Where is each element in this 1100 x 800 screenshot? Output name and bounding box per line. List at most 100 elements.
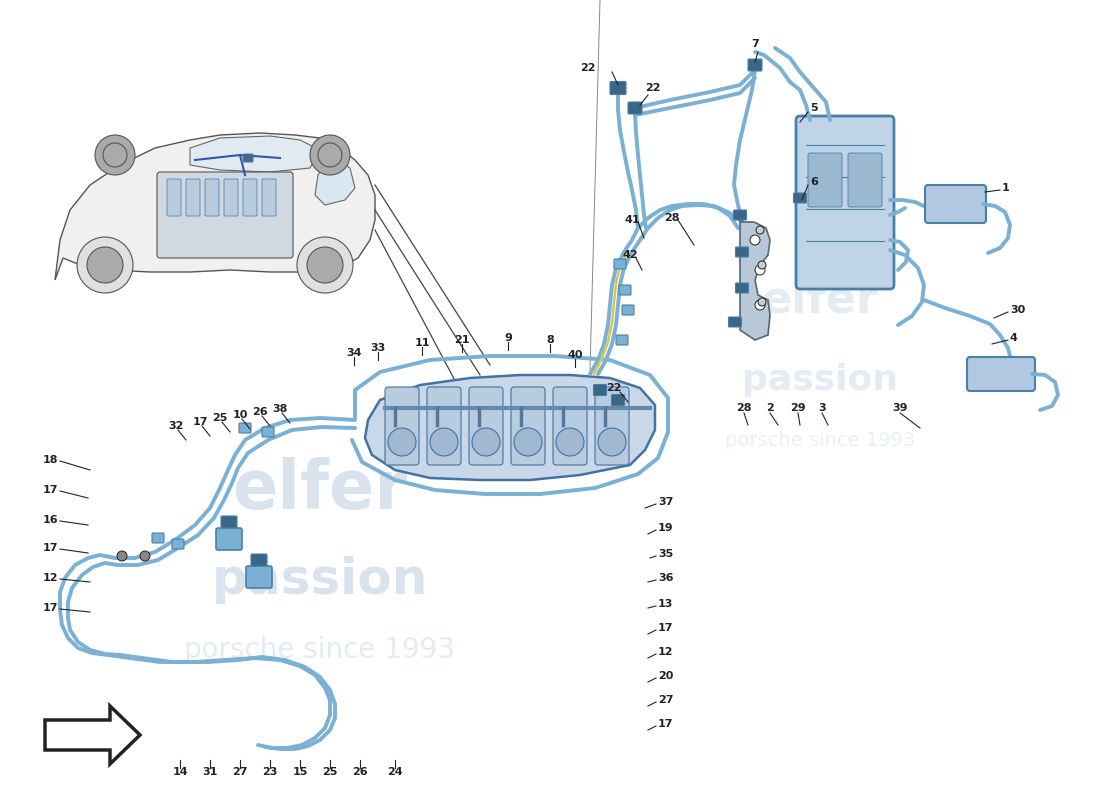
Text: 27: 27 [232,767,248,777]
FancyBboxPatch shape [628,102,642,114]
FancyBboxPatch shape [808,153,842,207]
Text: 28: 28 [736,403,751,413]
Circle shape [756,226,764,234]
Circle shape [472,428,500,456]
Text: 17: 17 [43,543,58,553]
Text: 6: 6 [810,177,818,187]
FancyBboxPatch shape [796,116,894,289]
Circle shape [556,428,584,456]
Text: 42: 42 [623,250,638,260]
Text: 9: 9 [504,333,512,343]
FancyBboxPatch shape [251,554,267,566]
Circle shape [310,135,350,175]
FancyBboxPatch shape [246,566,272,588]
Circle shape [318,143,342,167]
Text: 10: 10 [232,410,248,420]
Text: 8: 8 [546,335,554,345]
FancyBboxPatch shape [167,179,182,216]
Text: 12: 12 [43,573,58,583]
Text: 30: 30 [1010,305,1025,315]
FancyBboxPatch shape [172,539,184,549]
FancyBboxPatch shape [748,59,762,71]
Text: 23: 23 [262,767,277,777]
Text: 4: 4 [1010,333,1018,343]
Text: 40: 40 [568,350,583,360]
Text: 5: 5 [810,103,817,113]
FancyBboxPatch shape [469,387,503,465]
FancyBboxPatch shape [610,82,626,94]
Circle shape [750,235,760,245]
Polygon shape [190,136,320,172]
Text: 3: 3 [818,403,826,413]
Polygon shape [55,133,375,280]
Circle shape [103,143,127,167]
FancyBboxPatch shape [224,179,238,216]
Text: 33: 33 [371,343,386,353]
FancyBboxPatch shape [728,317,741,327]
Text: porsche since 1993: porsche since 1993 [725,430,915,450]
Text: 19: 19 [658,523,673,533]
Text: passion: passion [741,363,898,397]
Circle shape [758,298,766,306]
Text: 20: 20 [658,671,673,681]
Circle shape [140,551,150,561]
Text: 36: 36 [658,573,673,583]
Text: 31: 31 [202,767,218,777]
Text: 26: 26 [252,407,267,417]
FancyBboxPatch shape [512,387,544,465]
FancyBboxPatch shape [793,193,806,203]
FancyBboxPatch shape [595,387,629,465]
Text: 17: 17 [658,623,673,633]
Circle shape [95,135,135,175]
Text: 17: 17 [43,485,58,495]
Polygon shape [740,210,770,340]
Text: 17: 17 [658,719,673,729]
Text: 39: 39 [892,403,907,413]
FancyBboxPatch shape [614,259,626,269]
FancyBboxPatch shape [848,153,882,207]
FancyBboxPatch shape [262,427,274,437]
Text: 25: 25 [322,767,338,777]
Text: 37: 37 [658,497,673,507]
Circle shape [307,247,343,283]
Text: 21: 21 [454,335,470,345]
FancyBboxPatch shape [385,387,419,465]
Text: 22: 22 [606,383,621,393]
FancyBboxPatch shape [967,357,1035,391]
Circle shape [598,428,626,456]
FancyBboxPatch shape [619,285,631,295]
Circle shape [87,247,123,283]
FancyBboxPatch shape [239,423,251,433]
Text: 16: 16 [43,515,58,525]
FancyBboxPatch shape [553,387,587,465]
Circle shape [297,237,353,293]
Text: 22: 22 [581,63,596,73]
FancyBboxPatch shape [221,516,236,528]
Text: 17: 17 [43,603,58,613]
FancyBboxPatch shape [621,305,634,315]
Text: 1: 1 [1002,183,1010,193]
FancyBboxPatch shape [243,179,257,216]
Text: 32: 32 [168,421,184,431]
Text: 18: 18 [43,455,58,465]
Circle shape [388,428,416,456]
FancyBboxPatch shape [925,185,986,223]
Text: 22: 22 [645,83,660,93]
Text: 25: 25 [212,413,228,423]
Circle shape [430,428,458,456]
FancyBboxPatch shape [594,385,606,395]
Text: 2: 2 [766,403,774,413]
Circle shape [755,265,764,275]
Polygon shape [365,375,654,480]
Circle shape [755,300,764,310]
Circle shape [117,551,126,561]
Circle shape [514,428,542,456]
FancyBboxPatch shape [152,533,164,543]
FancyBboxPatch shape [205,179,219,216]
FancyBboxPatch shape [216,528,242,550]
FancyBboxPatch shape [243,154,253,162]
Text: 14: 14 [173,767,188,777]
FancyBboxPatch shape [736,247,748,257]
Text: 12: 12 [658,647,673,657]
FancyBboxPatch shape [736,283,748,293]
